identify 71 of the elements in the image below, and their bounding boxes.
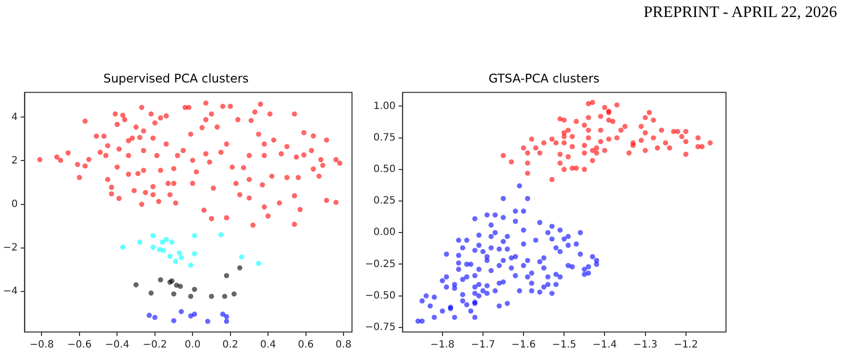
y-tick-label: −0.75 [364,322,396,334]
y-tick-label: −0.50 [364,290,396,302]
x-tick-label: 0.0 [184,340,201,351]
point [148,290,154,296]
point [218,232,224,238]
point [237,265,242,270]
y-tick-label: 0.75 [373,132,396,144]
point [171,291,176,297]
y-tick-label: 0 [11,198,18,210]
point [178,308,184,314]
x-tick-label: −1.5 [552,340,576,351]
point [176,250,182,256]
y-tick-label: −2 [2,242,18,254]
y-tick-label: −4 [2,286,18,297]
point [256,260,262,266]
point [164,236,169,242]
chart-title: GTSA-PCA clusters [488,71,600,86]
x-tick-label: −1.7 [470,340,496,351]
x-tick-label: −0.4 [105,340,130,351]
point [188,294,194,299]
y-tick-label: 4 [11,112,18,123]
point [158,277,164,282]
x-tick-label: −1.3 [633,340,658,351]
point [152,314,158,320]
y-tick-label: 2 [11,155,18,166]
x-tick-label: −0.8 [30,340,54,351]
chart-title: Supervised PCA clusters [103,71,249,86]
point [192,251,198,256]
point [192,312,198,317]
point [146,312,152,318]
point [150,232,156,238]
y-tick-label: 0.50 [373,164,396,175]
point [192,286,198,292]
x-tick-label: 0.8 [336,340,352,351]
x-tick-label: −1.8 [430,340,455,351]
x-tick-label: 0.2 [222,340,238,351]
x-tick-label: 0.6 [298,340,314,351]
point [171,318,176,324]
x-tick-label: −1.4 [592,340,617,351]
point [188,262,194,268]
point [169,240,174,245]
point [224,314,230,320]
y-tick-label: 0.25 [373,196,396,207]
point [160,240,166,245]
text: PREPRINT - APRIL 22, 2026 [644,4,837,22]
y-tick-label: 1.00 [373,100,396,112]
x-tick-label: −1.6 [511,340,536,351]
point [178,254,184,260]
point [192,232,198,238]
point [222,294,228,299]
point [173,258,178,264]
y-tick-label: −0.25 [364,258,396,270]
point [157,246,162,252]
point [133,282,139,288]
point [220,312,226,317]
point [224,273,230,278]
x-tick-label: −1.2 [674,340,698,351]
point [120,244,126,250]
x-tick-label: −0.6 [67,340,92,351]
point [150,244,156,250]
x-tick-label: 0.4 [260,340,276,351]
point [239,254,244,260]
point [167,254,173,259]
point [205,318,210,324]
point [178,284,183,289]
x-tick-label: −0.2 [142,340,168,351]
point [224,318,230,324]
point [232,291,237,297]
point [137,240,142,245]
y-tick-label: 0.00 [373,227,396,238]
point [208,294,214,299]
